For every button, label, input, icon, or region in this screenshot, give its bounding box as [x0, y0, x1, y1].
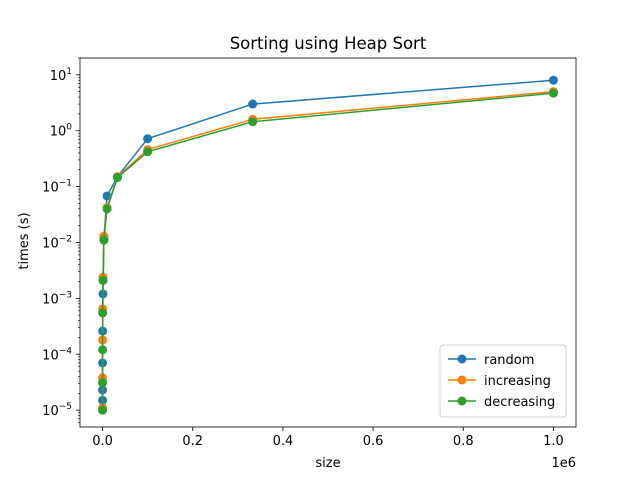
x-tick-label: 0.8: [453, 434, 474, 449]
x-tick-label: 1.0: [543, 434, 564, 449]
data-point-decreasing: [98, 405, 108, 415]
x-axis-label: size: [315, 456, 340, 471]
series-decreasing: [98, 88, 558, 415]
x-tick-label: 0.4: [273, 434, 294, 449]
data-point-random: [548, 75, 558, 85]
data-point-decreasing: [98, 345, 108, 355]
legend-label: random: [484, 353, 534, 368]
data-point-decreasing: [102, 204, 112, 214]
data-point-random: [143, 134, 153, 144]
x-tick-label: 0.0: [92, 434, 113, 449]
data-point-decreasing: [98, 308, 108, 318]
y-tick-label: 10−1: [42, 179, 72, 196]
legend-marker: [457, 354, 467, 364]
data-point-decreasing: [548, 88, 558, 98]
chart-title: Sorting using Heap Sort: [230, 34, 427, 53]
y-tick-label: 10−2: [42, 235, 72, 252]
legend-marker: [457, 375, 467, 385]
y-tick-label: 10−5: [42, 402, 72, 419]
data-point-decreasing: [112, 173, 122, 183]
y-tick-label: 100: [50, 123, 73, 140]
y-tick-label: 101: [50, 67, 72, 84]
data-point-random: [248, 99, 258, 109]
legend-label: decreasing: [484, 395, 555, 410]
legend: random increasing decreasing: [439, 344, 567, 418]
x-tick-label: 0.2: [182, 434, 203, 449]
y-tick-label: 10−3: [42, 290, 72, 307]
legend-item-increasing: increasing: [448, 374, 551, 389]
legend-marker: [457, 396, 467, 406]
data-point-decreasing: [248, 117, 258, 127]
plot-area: 0.0 0.2 0.4 0.6 0.8 1.0 10−5 10−4 10−3 10−2 10−1 10…: [42, 57, 577, 449]
x-offset-text: 1e6: [551, 456, 576, 471]
legend-item-random: random: [448, 353, 534, 368]
data-point-decreasing: [143, 147, 153, 157]
x-tick-label: 0.6: [363, 434, 384, 449]
legend-frame: [439, 344, 567, 418]
y-axis-label: times (s): [17, 212, 32, 269]
data-point-random: [102, 191, 112, 201]
data-point-decreasing: [98, 275, 108, 285]
legend-label: increasing: [484, 374, 551, 389]
data-point-decreasing: [99, 235, 109, 245]
y-tick-label: 10−4: [42, 346, 72, 363]
data-point-decreasing: [98, 378, 108, 388]
legend-item-decreasing: decreasing: [448, 395, 555, 410]
